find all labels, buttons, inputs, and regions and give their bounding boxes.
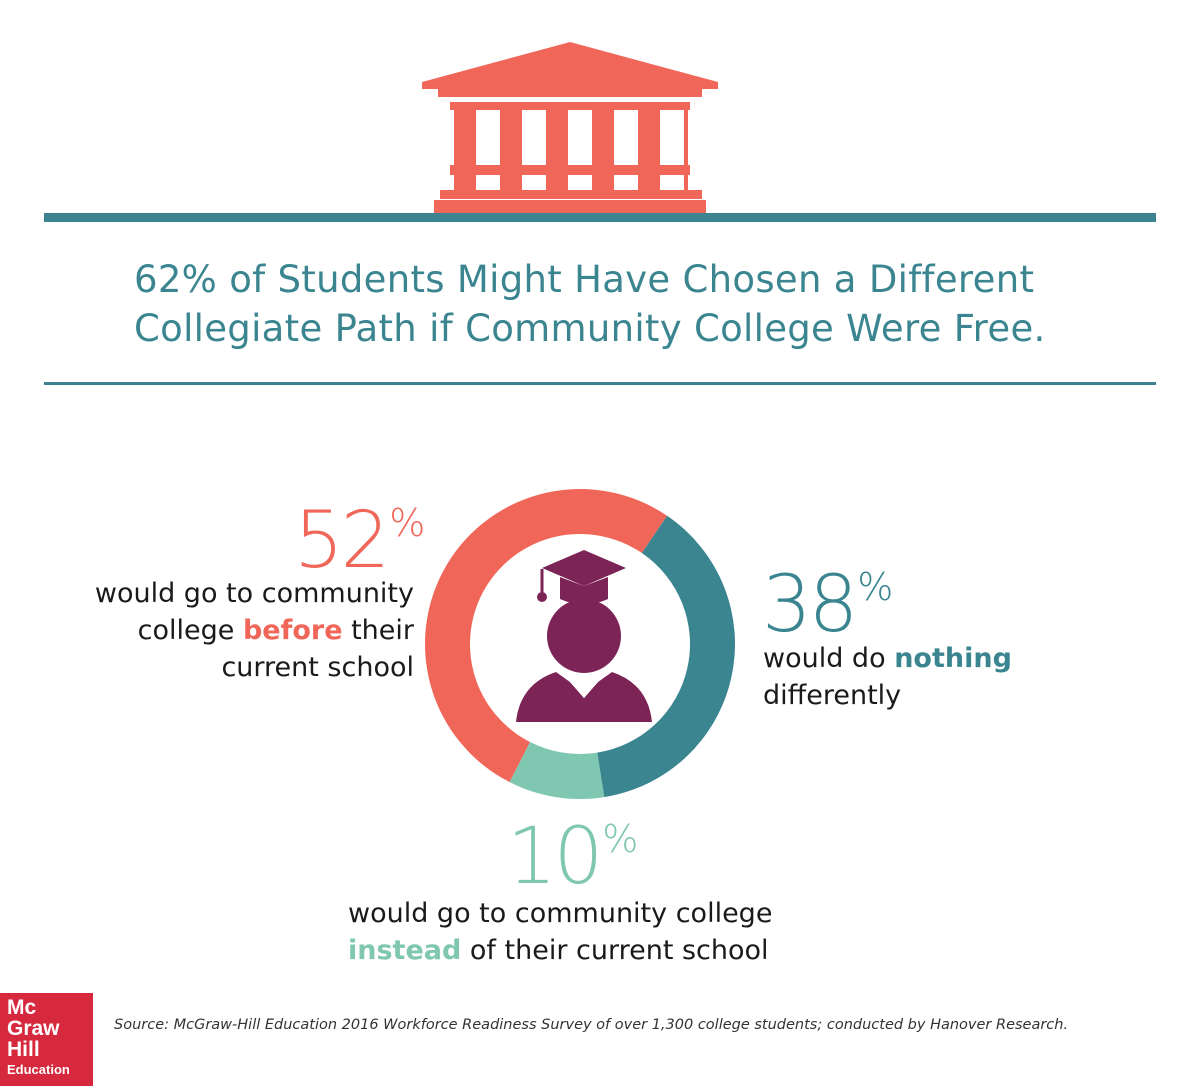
nothing-line-2: differently (763, 680, 902, 711)
instead-value: 10 (507, 812, 603, 902)
title-line-1: 62% of Students Might Have Chosen a Diff… (134, 258, 1035, 301)
before-value: 52 (294, 496, 390, 586)
before-symbol: % (389, 501, 426, 545)
donut-slice-before (425, 489, 668, 783)
donut-chart (425, 489, 735, 799)
before-line-1: would go to community (94, 578, 414, 609)
source-note: Source: McGraw-Hill Education 2016 Workf… (114, 1017, 1069, 1033)
nothing-highlight: nothing (894, 643, 1012, 674)
donut-slice-instead (509, 742, 605, 799)
title-line-2: Collegiate Path if Community College Wer… (134, 307, 1046, 350)
instead-description: would go to community college instead of… (348, 895, 773, 969)
before-percent: 52% (294, 502, 425, 580)
before-line-3: current school (221, 652, 414, 683)
before-highlight: before (242, 615, 343, 646)
graduate-icon (516, 550, 652, 722)
before-line-2: college before their (137, 615, 414, 646)
nothing-percent: 38% (762, 566, 893, 644)
page-title: 62% of Students Might Have Chosen a Diff… (134, 255, 1134, 353)
nothing-symbol: % (857, 565, 894, 609)
title-divider (44, 382, 1156, 385)
header-divider (44, 213, 1156, 222)
instead-line-1: would go to community college (348, 898, 773, 929)
building-columns-icon (422, 42, 718, 214)
before-description: would go to community college before the… (95, 575, 414, 686)
instead-symbol: % (602, 817, 639, 861)
mcgraw-hill-logo: Mc Graw Hill Education (0, 993, 93, 1086)
instead-percent: 10% (507, 818, 638, 896)
nothing-description: would do nothing differently (763, 640, 1012, 714)
donut-slice-nothing (597, 515, 735, 798)
nothing-value: 38 (762, 560, 858, 650)
instead-line-2: instead of their current school (348, 935, 769, 966)
instead-highlight: instead (348, 935, 462, 966)
nothing-line-1: would do nothing (763, 643, 1012, 674)
